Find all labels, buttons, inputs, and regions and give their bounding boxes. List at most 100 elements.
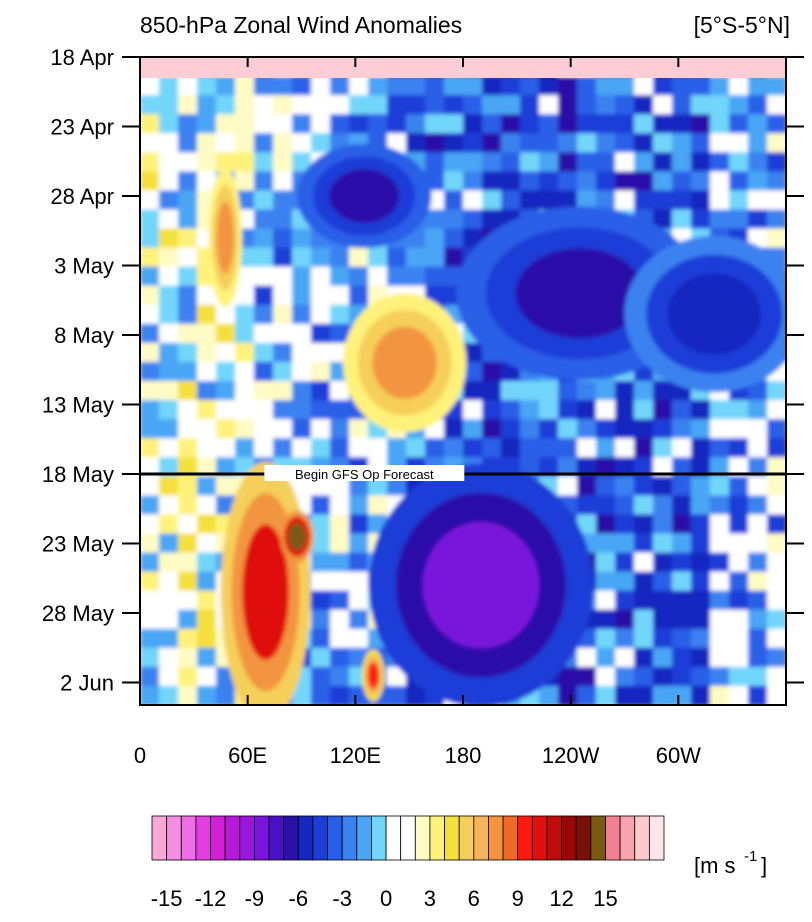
field-cell — [767, 533, 786, 554]
field-cell — [197, 133, 217, 154]
field-cell — [767, 152, 786, 173]
field-cell — [463, 419, 483, 440]
field-cell — [672, 457, 692, 478]
field-cell — [634, 400, 654, 421]
field-cell — [254, 76, 274, 97]
field-cell — [178, 381, 198, 402]
field-cell — [520, 381, 540, 402]
field-cell — [178, 190, 198, 211]
field-cell — [197, 419, 217, 440]
field-cell — [159, 457, 179, 478]
field-cell — [672, 400, 692, 421]
field-cell — [159, 304, 179, 325]
field-cell — [406, 76, 426, 97]
field-cell — [368, 114, 388, 135]
field-cell — [178, 685, 198, 705]
anomaly-feature — [367, 661, 380, 690]
field-cell — [311, 628, 331, 649]
field-cell — [216, 342, 236, 363]
field-cell — [235, 419, 255, 440]
field-cell — [596, 133, 616, 154]
field-cell — [444, 209, 464, 230]
anomaly-feature — [667, 273, 761, 355]
field-cell — [653, 152, 673, 173]
field-cell — [577, 190, 597, 211]
field-cell — [672, 133, 692, 154]
field-cell — [349, 590, 369, 611]
field-cell — [767, 476, 786, 497]
field-cell — [615, 133, 635, 154]
field-cell — [368, 95, 388, 116]
colorbar-swatch — [575, 815, 592, 861]
field-cell — [254, 171, 274, 192]
field-cell — [653, 647, 673, 668]
colorbar-swatch — [180, 815, 197, 861]
field-cell — [425, 152, 445, 173]
field-cell — [444, 133, 464, 154]
field-cell — [501, 152, 521, 173]
field-cell — [330, 95, 350, 116]
field-cell — [539, 76, 559, 97]
field-cell — [672, 666, 692, 687]
field-cell — [463, 228, 483, 249]
field-cell — [292, 400, 312, 421]
field-cell — [577, 476, 597, 497]
field-cell — [672, 552, 692, 573]
field-cell — [634, 514, 654, 535]
field-cell — [197, 171, 217, 192]
field-cell — [254, 190, 274, 211]
colorbar-label: 0 — [380, 886, 392, 911]
svg-text:]: ] — [761, 853, 767, 878]
x-tick-label: 120E — [330, 743, 381, 768]
field-cell — [463, 152, 483, 173]
field-cell — [520, 419, 540, 440]
field-cell — [691, 400, 711, 421]
field-cell — [767, 381, 786, 402]
field-cell — [178, 628, 198, 649]
field-cell — [387, 685, 407, 705]
field-cell — [539, 171, 559, 192]
field-cell — [140, 152, 160, 173]
field-cell — [349, 514, 369, 535]
colorbar-swatch — [502, 815, 519, 861]
field-cell — [254, 95, 274, 116]
field-cell — [216, 685, 236, 705]
field-cell — [501, 190, 521, 211]
field-cell — [615, 495, 635, 516]
field-cell — [197, 552, 217, 573]
field-cell — [387, 438, 407, 459]
field-cell — [463, 381, 483, 402]
field-cell — [178, 323, 198, 344]
field-cell — [501, 76, 521, 97]
field-cell — [577, 419, 597, 440]
field-cell — [653, 400, 673, 421]
field-cell — [444, 114, 464, 135]
colorbar-swatch — [648, 815, 665, 861]
field-cell — [748, 171, 768, 192]
field-cell — [368, 495, 388, 516]
field-cell — [178, 304, 198, 325]
field-cell — [634, 76, 654, 97]
field-cell — [159, 266, 179, 287]
field-cell — [729, 438, 749, 459]
field-cell — [463, 133, 483, 154]
field-cell — [235, 76, 255, 97]
field-cell — [634, 133, 654, 154]
field-cell — [178, 95, 198, 116]
field-cell — [653, 476, 673, 497]
field-cell — [501, 438, 521, 459]
field-cell — [463, 114, 483, 135]
field-cell — [577, 400, 597, 421]
field-cell — [197, 533, 217, 554]
field-cell — [159, 590, 179, 611]
field-cell — [178, 247, 198, 268]
field-cell — [596, 171, 616, 192]
field-cell — [501, 419, 521, 440]
field-cell — [653, 419, 673, 440]
field-cell — [539, 152, 559, 173]
field-cell — [463, 171, 483, 192]
field-cell — [159, 381, 179, 402]
field-cell — [729, 552, 749, 573]
field-cell — [634, 685, 654, 705]
field-cell — [729, 76, 749, 97]
